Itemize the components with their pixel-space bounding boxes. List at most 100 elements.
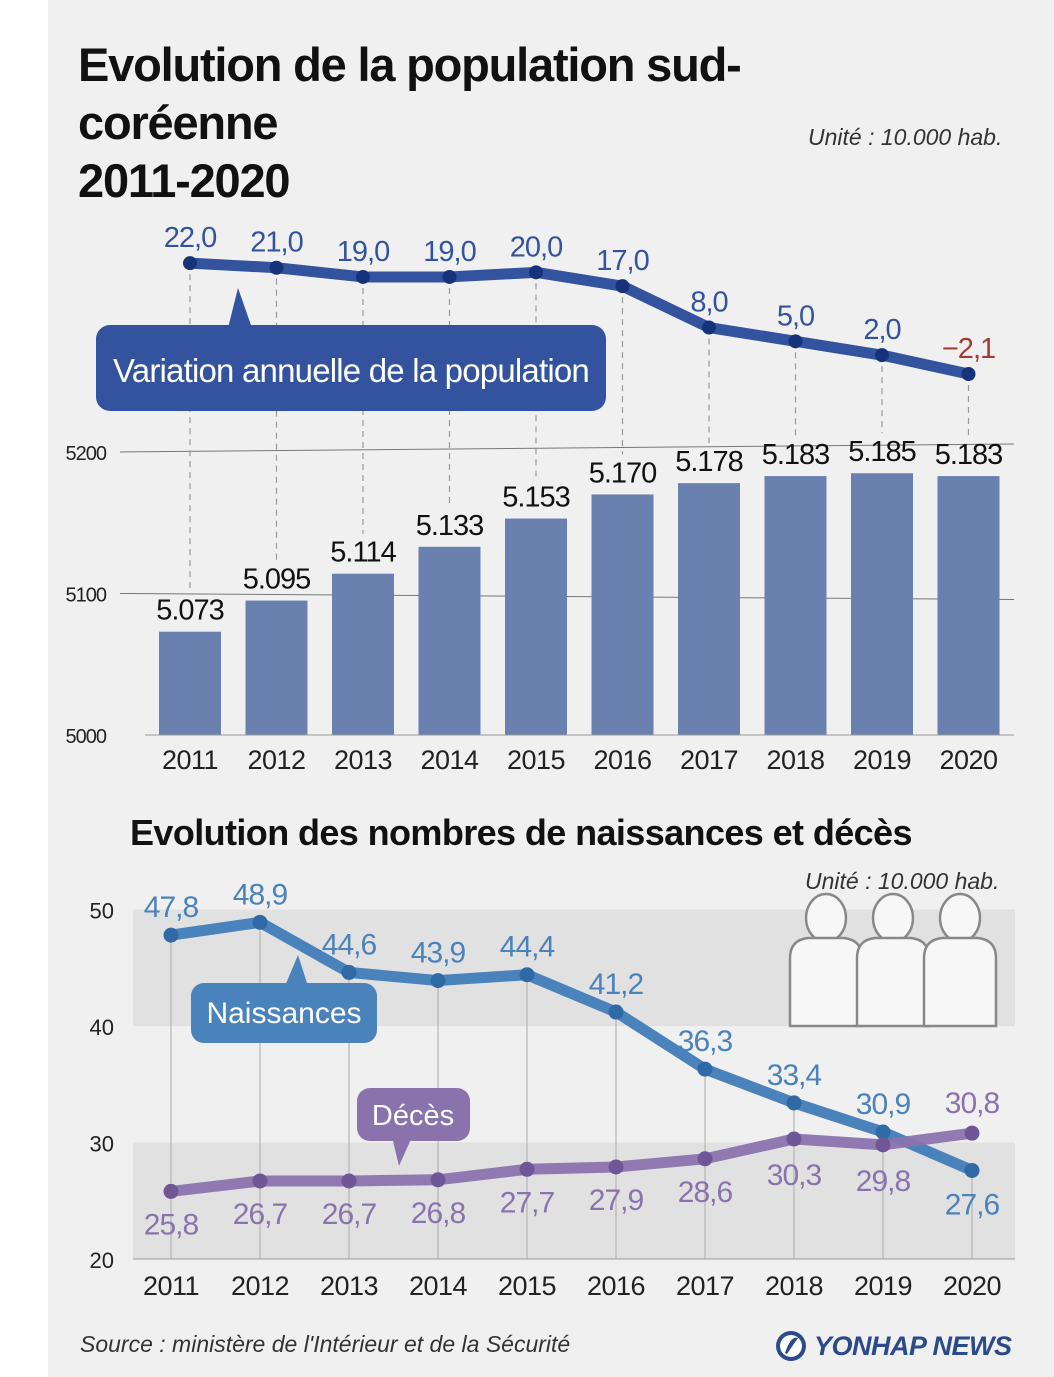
variation-value-label: 17,0 <box>596 245 648 277</box>
births-value-label: 44,4 <box>500 931 555 964</box>
variation-callout-label: Variation annuelle de la population <box>113 352 589 389</box>
births-point <box>964 1162 980 1178</box>
person-body-shape <box>922 936 998 1028</box>
y-tick-label-5100: 5100 <box>66 585 107 607</box>
x-tick-label: 2013 <box>334 745 392 775</box>
population-bar <box>505 518 567 735</box>
variation-point <box>356 269 370 284</box>
population-bar <box>851 473 913 735</box>
population-value-label: 5.095 <box>243 564 311 596</box>
deaths-value-label: 26,7 <box>233 1198 288 1231</box>
deaths-point <box>964 1125 980 1141</box>
population-bar <box>591 494 654 735</box>
y-tick-label-5200: 5200 <box>66 443 107 465</box>
variation-value-label: 8,0 <box>690 287 727 319</box>
deaths-value-label: 30,3 <box>767 1159 822 1192</box>
variation-point <box>442 269 457 284</box>
deaths-callout-label: Décès <box>372 1100 454 1132</box>
population-bar <box>159 631 221 735</box>
person-head-shape <box>804 892 848 944</box>
population-bar <box>245 600 308 735</box>
x-tick-label: 2016 <box>587 1271 645 1301</box>
variation-value-label: 22,0 <box>164 222 216 254</box>
variation-point <box>529 265 543 280</box>
births-line <box>165 916 978 1176</box>
variation-callout-pointer <box>228 288 252 328</box>
deaths-point <box>252 1173 268 1189</box>
x-tick-label: 2018 <box>766 745 824 775</box>
ref-line-5200 <box>119 443 1015 453</box>
deaths-point <box>697 1151 713 1167</box>
population-bar <box>764 476 827 735</box>
deaths-point <box>430 1172 446 1188</box>
person-head-shape <box>871 892 915 944</box>
deaths-callout-pointer <box>392 1137 412 1166</box>
deaths-value-label: 26,8 <box>411 1197 466 1230</box>
variation-point <box>269 260 284 275</box>
variation-value-label: 2,0 <box>863 314 900 346</box>
title-text-line-1: Evolution de la population sud-coréenne <box>78 38 742 149</box>
births-value-label: 36,3 <box>678 1025 733 1058</box>
x-tick-label: 2013 <box>320 1271 378 1301</box>
births-value-label: 43,9 <box>411 937 466 970</box>
x-tick-label: 2016 <box>593 745 651 775</box>
deaths-point <box>163 1183 179 1199</box>
births-callout-pointer <box>285 955 308 986</box>
births-point <box>252 914 268 930</box>
person-body-shape <box>788 936 864 1028</box>
deaths-value-label: 25,8 <box>144 1208 199 1241</box>
variation-point <box>788 334 803 349</box>
deaths-value-label: 30,8 <box>945 1087 1000 1120</box>
variation-point <box>702 320 716 335</box>
brand-name: YONHAP NEWS <box>814 1330 1012 1361</box>
x-tick-label: 2011 <box>143 1271 199 1301</box>
deaths-value-label: 27,9 <box>589 1184 644 1217</box>
deaths-point <box>519 1161 535 1177</box>
births-point <box>786 1095 802 1111</box>
x-tick-label: 2014 <box>409 1271 468 1301</box>
population-value-label: 5.073 <box>156 595 224 627</box>
births-point <box>519 967 535 983</box>
births-point <box>697 1061 713 1077</box>
deaths-value-label: 29,8 <box>856 1165 911 1198</box>
births-callout <box>191 983 377 1043</box>
person-head-shape <box>938 892 982 944</box>
population-value-label: 5.183 <box>762 439 830 471</box>
person-body-shape <box>855 936 931 1028</box>
variation-point <box>183 256 197 271</box>
population-bar <box>332 573 394 735</box>
deaths-line <box>165 1127 978 1197</box>
deaths-point <box>341 1173 357 1189</box>
births-point <box>341 964 357 980</box>
x-tick-label: 2014 <box>420 745 479 775</box>
births-point <box>875 1124 891 1140</box>
deaths-point <box>608 1159 624 1175</box>
variation-point <box>875 348 889 363</box>
population-value-label: 5.114 <box>330 537 396 569</box>
variation-value-label: 19,0 <box>337 236 389 268</box>
variation-line <box>184 257 974 380</box>
title-text-line-2: 2011-2020 <box>78 154 291 207</box>
variation-callout <box>96 325 606 411</box>
births-point <box>608 1004 624 1020</box>
births-callout-label: Naissances <box>206 997 361 1030</box>
x-tick-label: 2015 <box>507 745 565 775</box>
births-value-label: 30,9 <box>856 1088 911 1121</box>
x-tick-label: 2018 <box>765 1271 823 1301</box>
births-point <box>430 973 446 989</box>
births-value-label: 27,6 <box>945 1188 1000 1221</box>
y-tick-label-30: 30 <box>90 1132 114 1157</box>
population-bar <box>678 483 740 735</box>
yonhap-logo: YONHAP NEWS <box>774 1326 1012 1366</box>
births-point <box>163 927 179 943</box>
variation-value-label: 19,0 <box>423 236 475 268</box>
x-tick-label: 2019 <box>853 745 911 775</box>
births-value-label: 33,4 <box>767 1059 822 1092</box>
x-tick-label: 2012 <box>247 745 305 775</box>
population-value-label: 5.178 <box>675 446 743 478</box>
population-value-label: 5.183 <box>935 439 1003 471</box>
variation-value-label: −2,1 <box>942 333 995 365</box>
y-tick-label-50: 50 <box>90 899 114 924</box>
population-value-label: 5.170 <box>589 457 657 489</box>
